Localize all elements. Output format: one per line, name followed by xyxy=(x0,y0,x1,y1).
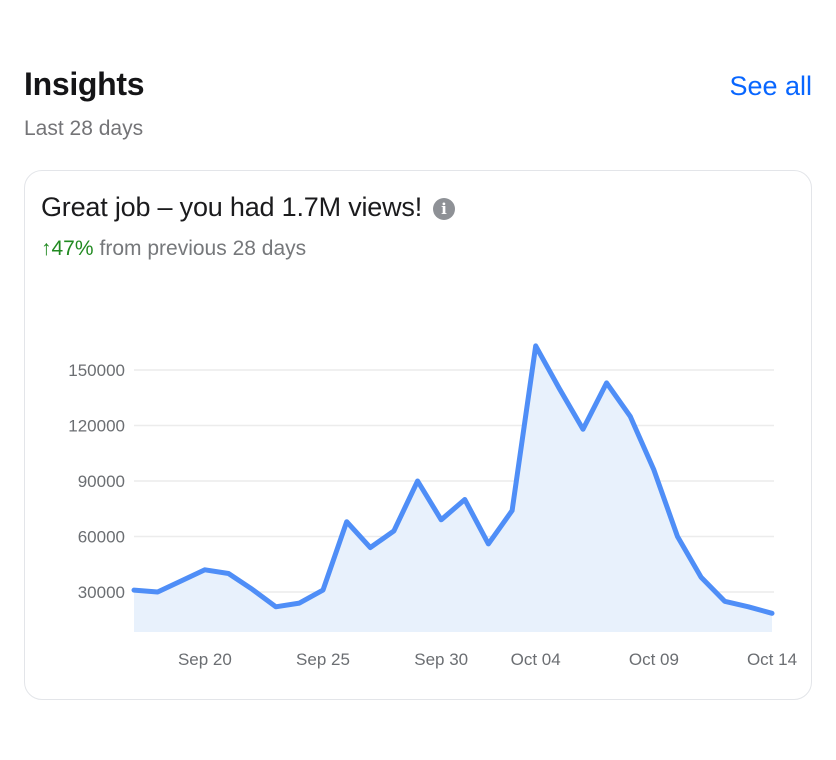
arrow-up-icon: ↑ xyxy=(41,237,52,260)
card-title: Great job – you had 1.7M views! xyxy=(41,192,423,222)
change-percent: 47% xyxy=(51,237,94,260)
x-tick-label: Oct 09 xyxy=(629,650,679,669)
see-all-link[interactable]: See all xyxy=(729,71,812,101)
page-title: Insights xyxy=(24,66,145,102)
x-tick-label: Sep 20 xyxy=(178,650,232,669)
views-chart: 30000 60000 90000 120000 150000 Sep 20 Sep 25 S… xyxy=(68,343,797,669)
x-tick-label: Oct 14 xyxy=(747,650,797,669)
x-tick-label: Sep 30 xyxy=(414,650,468,669)
info-icon[interactable]: i xyxy=(433,197,456,220)
y-tick-label: 60000 xyxy=(78,528,125,547)
x-tick-label: Sep 25 xyxy=(296,650,350,669)
y-tick-label: 90000 xyxy=(78,472,125,491)
chart-area-fill xyxy=(134,345,772,632)
insights-card: Great job – you had 1.7M views! i ↑47% fr… xyxy=(24,170,812,700)
chart-line xyxy=(131,343,775,616)
x-tick-label: Oct 04 xyxy=(511,650,561,669)
date-range-label: Last 28 days xyxy=(24,117,144,140)
change-summary: ↑47% from previous 28 days xyxy=(41,237,306,261)
info-icon-glyph: i xyxy=(441,199,447,218)
card-title-row: Great job – you had 1.7M views! i xyxy=(41,192,456,223)
insights-header: Insights See all xyxy=(24,66,812,103)
y-tick-label: 120000 xyxy=(68,417,125,436)
y-tick-label: 30000 xyxy=(78,583,125,602)
change-caption: from previous 28 days xyxy=(99,237,307,260)
y-tick-label: 150000 xyxy=(68,361,125,380)
